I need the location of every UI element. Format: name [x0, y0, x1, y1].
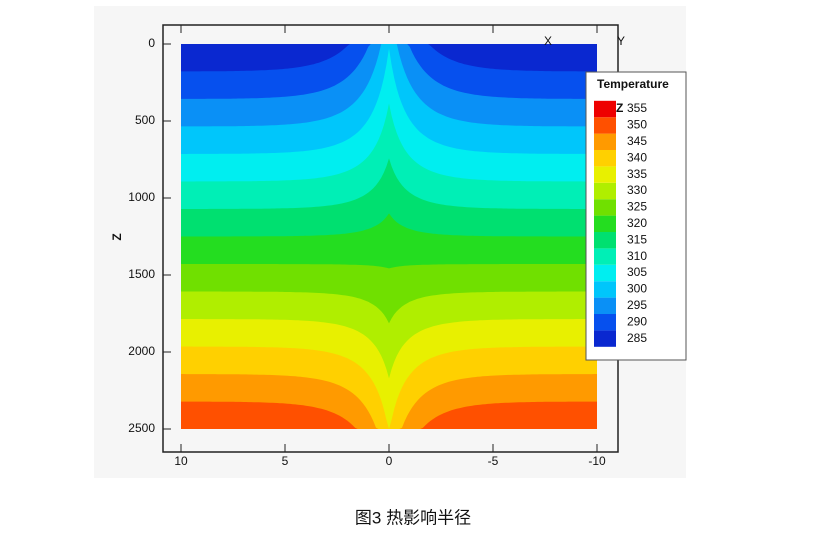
y-tick-label: 2000 — [128, 344, 155, 358]
legend-label: 340 — [627, 150, 647, 164]
x-tick-label: 5 — [282, 454, 289, 468]
legend-label: 290 — [627, 314, 647, 328]
y-tick-label: 1000 — [128, 190, 155, 204]
legend-label: 345 — [627, 134, 647, 148]
x-tick-label: -10 — [588, 454, 606, 468]
x-tick-label: 10 — [174, 454, 188, 468]
legend-label: 315 — [627, 232, 647, 246]
legend-swatch — [594, 215, 616, 232]
legend-marker: Z — [616, 101, 623, 115]
legend-label: 300 — [627, 282, 647, 296]
contour-band — [181, 401, 597, 429]
legend-label: 285 — [627, 331, 647, 345]
legend-label: 305 — [627, 265, 647, 279]
plot-area — [181, 44, 597, 430]
y-tick-label: 1500 — [128, 267, 155, 281]
legend-label: 320 — [627, 216, 647, 230]
legend-swatch — [594, 281, 616, 298]
legend-swatch — [594, 297, 616, 314]
x-tick-label: -5 — [488, 454, 499, 468]
legend-label: 335 — [627, 167, 647, 181]
legend-label: 310 — [627, 249, 647, 263]
legend-swatch — [594, 150, 616, 167]
legend-swatch — [594, 264, 616, 282]
legend-swatch — [594, 248, 616, 265]
legend-title: Temperature — [597, 77, 669, 91]
legend-swatch — [594, 133, 616, 150]
caption: 图3 热影响半径 — [355, 508, 471, 527]
legend-label: 350 — [627, 118, 647, 132]
legend-swatch — [594, 199, 616, 216]
legend-label: 330 — [627, 183, 647, 197]
y-tick-label: 0 — [148, 36, 155, 50]
y-tick-label: 500 — [135, 113, 155, 127]
y-tick-label: 2500 — [128, 421, 155, 435]
y-axis-label: Z — [110, 233, 124, 240]
legend-swatch — [594, 100, 616, 118]
x-tick-label: 0 — [386, 454, 393, 468]
legend-swatch — [594, 314, 616, 331]
legend-swatch — [594, 232, 616, 249]
legend-label: 295 — [627, 298, 647, 312]
legend-swatch — [594, 117, 616, 134]
axis-marker: Y — [617, 34, 625, 48]
legend-swatch — [594, 166, 616, 183]
legend-label: 325 — [627, 200, 647, 214]
legend-label: 355 — [627, 101, 647, 115]
legend-swatch — [594, 330, 616, 347]
axis-marker: X — [544, 34, 552, 48]
legend-swatch — [594, 182, 616, 200]
